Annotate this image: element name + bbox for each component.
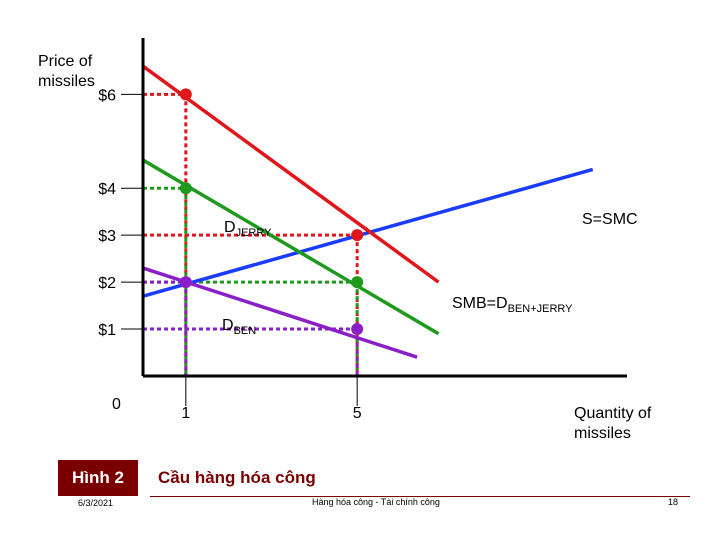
figure-title: Cầu hàng hóa công <box>158 468 316 487</box>
origin-label: 0 <box>112 396 121 413</box>
red-point-1 <box>179 88 192 101</box>
red-point-5 <box>351 229 364 242</box>
figure-label: Hình 2 <box>58 460 138 496</box>
y-tick-label-6: $6 <box>98 87 116 104</box>
curve-label-2: DBEN <box>222 317 256 337</box>
x-axis-label: Quantity of missiles <box>574 404 651 444</box>
curve-1 <box>142 158 440 336</box>
y-tick-label-3: $3 <box>98 228 116 245</box>
y-axis-label-line-2: missiles <box>38 73 95 90</box>
y-axis-label: Price of missiles <box>38 52 95 92</box>
y-axis-label-line-1: Price of <box>38 53 93 70</box>
purple-point-5 <box>351 323 364 336</box>
page-number: 18 <box>668 497 679 507</box>
footer-date: 6/3/2021 <box>78 498 114 508</box>
x-tick-label-5: 5 <box>353 405 362 422</box>
green-point-1 <box>179 182 192 195</box>
curve-3 <box>141 64 440 284</box>
y-tick-label-2: $2 <box>98 275 116 292</box>
curve-label-3: SMB=DBEN+JERRY <box>452 295 573 315</box>
green-point-5 <box>351 276 364 289</box>
x-axis-label-line-2: missiles <box>574 425 631 442</box>
footer-divider <box>150 496 690 497</box>
purple-point-1 <box>179 276 192 289</box>
curve-0 <box>142 167 594 298</box>
y-tick-label-4: $4 <box>98 181 116 198</box>
curve-label-1: DJERRY <box>224 219 272 239</box>
x-tick-label-1: 1 <box>181 405 190 422</box>
x-axis-label-line-1: Quantity of <box>574 405 652 422</box>
y-tick-label-1: $1 <box>98 322 116 339</box>
footer-course: Hàng hóa công - Tài chính công <box>312 497 440 507</box>
curve-label-0: S=SMC <box>582 211 638 228</box>
